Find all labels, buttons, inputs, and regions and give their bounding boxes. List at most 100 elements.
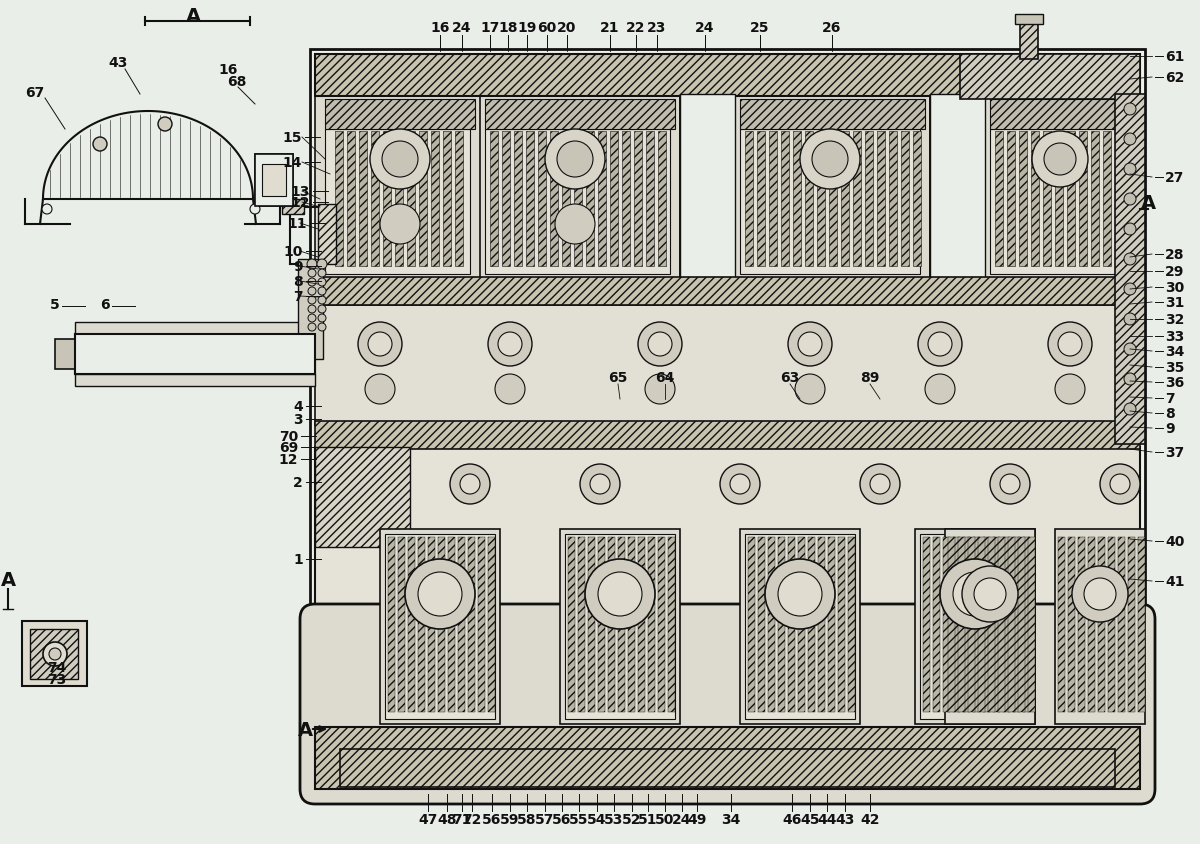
- Bar: [646, 132, 654, 267]
- Text: 30: 30: [1165, 281, 1184, 295]
- Bar: [1007, 132, 1015, 267]
- Bar: [347, 132, 355, 267]
- Bar: [1055, 529, 1145, 724]
- Circle shape: [962, 566, 1018, 622]
- Circle shape: [990, 464, 1030, 505]
- Text: 16: 16: [218, 63, 238, 77]
- Text: 24: 24: [695, 21, 715, 35]
- Bar: [680, 95, 734, 284]
- Bar: [962, 538, 970, 712]
- Text: 27: 27: [1165, 170, 1184, 185]
- Bar: [282, 200, 304, 214]
- Circle shape: [158, 118, 172, 132]
- Text: 73: 73: [47, 672, 67, 686]
- Bar: [298, 260, 323, 360]
- Bar: [634, 132, 642, 267]
- Circle shape: [250, 205, 260, 214]
- Circle shape: [49, 648, 61, 660]
- Bar: [817, 132, 826, 267]
- Text: 63: 63: [780, 371, 799, 385]
- Circle shape: [368, 333, 392, 356]
- Bar: [76, 334, 316, 375]
- Bar: [1115, 132, 1123, 267]
- Circle shape: [358, 322, 402, 366]
- Text: 62: 62: [1165, 71, 1184, 85]
- Text: 49: 49: [688, 812, 707, 826]
- Bar: [407, 132, 415, 267]
- Text: 70: 70: [278, 430, 298, 443]
- Text: 29: 29: [1165, 265, 1184, 279]
- Bar: [408, 538, 415, 712]
- Bar: [262, 165, 286, 197]
- Text: 68: 68: [227, 75, 247, 89]
- Circle shape: [43, 642, 67, 666]
- Text: 5: 5: [50, 298, 60, 311]
- Text: 54: 54: [587, 812, 607, 826]
- Text: 59: 59: [500, 812, 520, 826]
- Circle shape: [308, 279, 316, 287]
- Circle shape: [488, 322, 532, 366]
- Bar: [588, 538, 595, 712]
- Bar: [734, 95, 930, 279]
- Text: 33: 33: [1165, 330, 1184, 344]
- Bar: [418, 538, 425, 712]
- Circle shape: [380, 205, 420, 245]
- Bar: [682, 100, 732, 130]
- Circle shape: [418, 572, 462, 616]
- Circle shape: [796, 375, 826, 404]
- Circle shape: [925, 375, 955, 404]
- Text: 44: 44: [817, 812, 836, 826]
- Bar: [502, 132, 510, 267]
- Bar: [668, 538, 674, 712]
- Text: 64: 64: [655, 371, 674, 385]
- Bar: [325, 100, 475, 130]
- Circle shape: [308, 323, 316, 332]
- Bar: [478, 538, 485, 712]
- Bar: [1068, 538, 1075, 712]
- Bar: [1020, 20, 1038, 60]
- Text: 18: 18: [498, 21, 517, 35]
- Bar: [1022, 538, 1030, 712]
- Bar: [658, 132, 666, 267]
- Circle shape: [1110, 474, 1130, 495]
- Bar: [485, 130, 670, 274]
- Text: 20: 20: [557, 21, 577, 35]
- Text: 47: 47: [419, 812, 438, 826]
- Text: 67: 67: [25, 86, 44, 100]
- Bar: [55, 339, 77, 370]
- Bar: [943, 538, 950, 712]
- Circle shape: [94, 138, 107, 152]
- Circle shape: [1124, 104, 1136, 116]
- Text: 46: 46: [782, 812, 802, 826]
- Text: 16: 16: [431, 21, 450, 35]
- Bar: [1078, 538, 1085, 712]
- Circle shape: [406, 560, 475, 630]
- Bar: [740, 130, 920, 274]
- Bar: [310, 50, 1145, 794]
- Bar: [805, 132, 814, 267]
- Bar: [914, 529, 1034, 724]
- Bar: [76, 375, 316, 387]
- Bar: [793, 132, 802, 267]
- Bar: [1015, 15, 1043, 25]
- Circle shape: [800, 130, 860, 190]
- Bar: [458, 538, 466, 712]
- Circle shape: [1124, 194, 1136, 206]
- Circle shape: [318, 288, 326, 295]
- Text: 8: 8: [1165, 407, 1175, 420]
- Circle shape: [646, 375, 674, 404]
- Bar: [490, 132, 498, 267]
- Bar: [1043, 132, 1051, 267]
- Circle shape: [1124, 314, 1136, 326]
- Text: 34: 34: [1165, 344, 1184, 359]
- Bar: [1055, 132, 1063, 267]
- Bar: [948, 538, 955, 712]
- Text: 61: 61: [1165, 50, 1184, 64]
- Text: 11: 11: [288, 217, 307, 230]
- Bar: [960, 55, 1140, 100]
- Circle shape: [318, 323, 326, 332]
- Circle shape: [778, 572, 822, 616]
- Circle shape: [1124, 164, 1136, 176]
- Text: 69: 69: [278, 441, 298, 454]
- Bar: [1079, 132, 1087, 267]
